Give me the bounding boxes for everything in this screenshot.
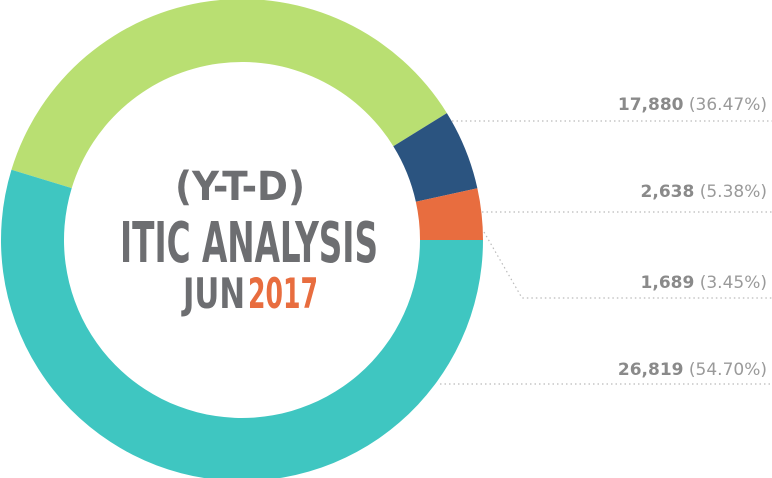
slice-label: 17,880 (36.47%) — [618, 95, 767, 115]
value-label: 17,880 — [618, 95, 684, 115]
center-line-2: ITIC ANALYSIS — [120, 211, 378, 276]
donut-slice — [415, 188, 483, 240]
value-label: 1,689 — [641, 273, 695, 293]
slice-label: 26,819 (54.70%) — [618, 360, 767, 380]
center-month: JUN — [181, 269, 245, 318]
value-label: 2,638 — [641, 182, 695, 202]
donut-slice — [11, 0, 447, 189]
donut-slice — [1, 169, 483, 478]
slice-label: 2,638 (5.38%) — [641, 182, 767, 202]
percentage-label: (5.38%) — [700, 182, 767, 202]
center-year: 2017 — [248, 269, 318, 318]
donut-slice — [393, 113, 478, 202]
center-line-1: (Y-T-D) — [175, 164, 305, 210]
slice-label: 1,689 (3.45%) — [641, 273, 767, 293]
percentage-label: (36.47%) — [689, 95, 767, 115]
percentage-label: (54.70%) — [689, 360, 767, 380]
percentage-label: (3.45%) — [700, 273, 767, 293]
value-label: 26,819 — [618, 360, 684, 380]
